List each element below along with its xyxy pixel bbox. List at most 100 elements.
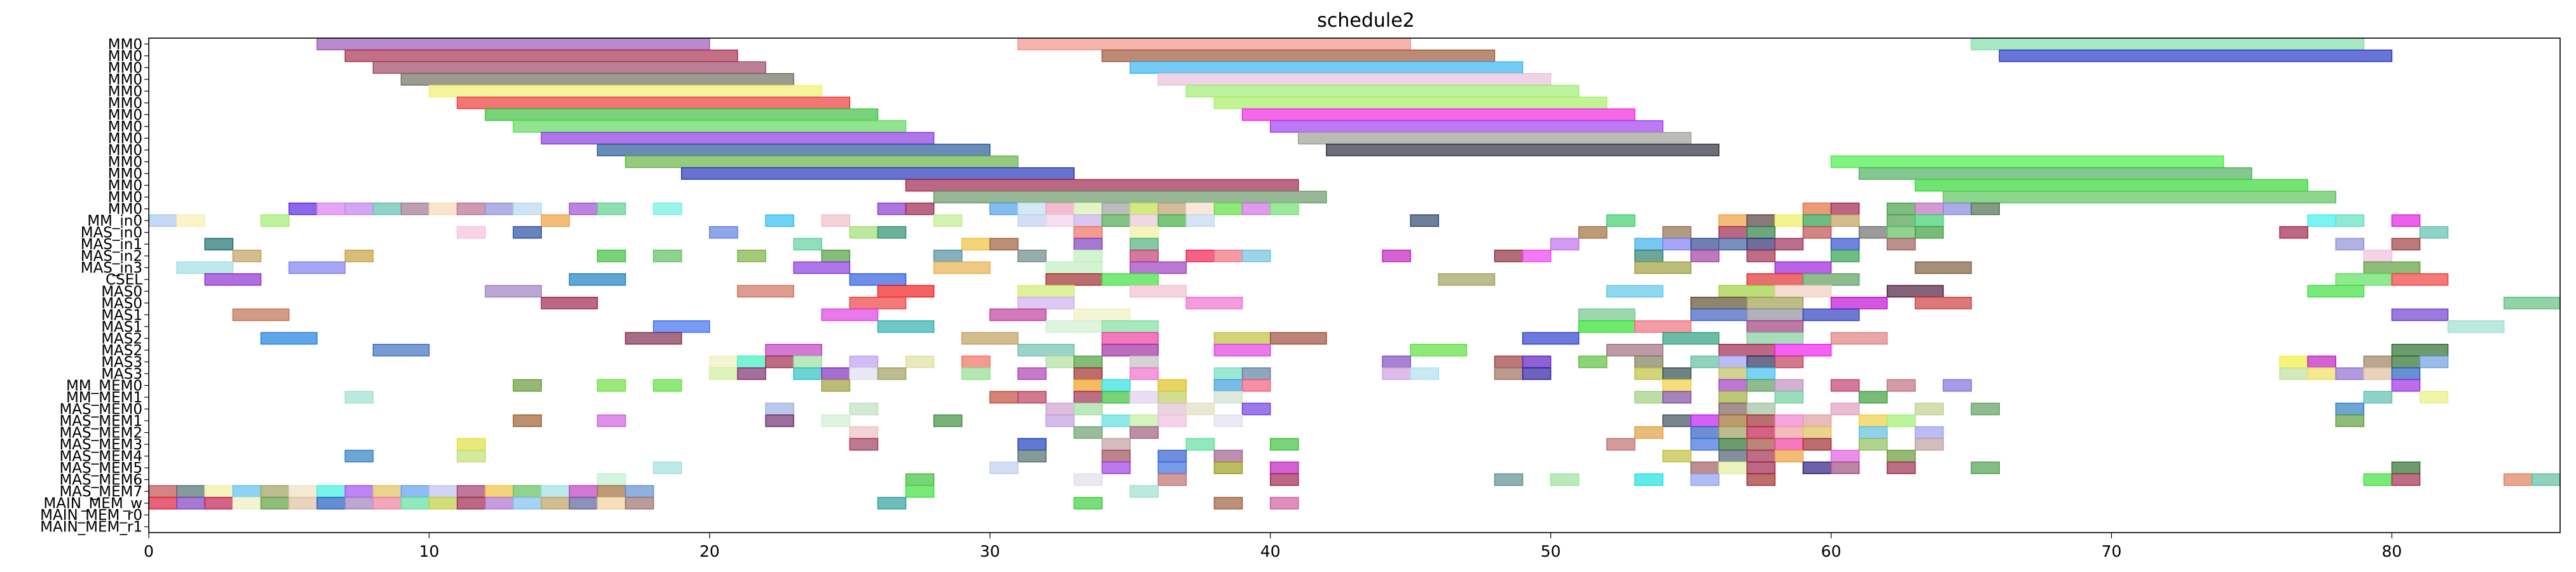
task-bar	[541, 296, 598, 310]
task-bar	[1662, 379, 1691, 392]
task-bar	[1101, 332, 1159, 345]
task-bar	[148, 496, 177, 510]
task-bar	[821, 367, 851, 380]
task-bar	[1157, 402, 1187, 416]
task-bar	[849, 273, 907, 286]
task-bar	[1971, 37, 2365, 51]
task-bar	[596, 485, 626, 498]
task-bar	[372, 344, 430, 357]
task-bar	[1017, 202, 1047, 215]
task-bar	[1802, 308, 1860, 322]
task-bar	[933, 249, 963, 262]
y-tick-label: MM0	[108, 119, 142, 135]
task-bar	[877, 367, 907, 380]
task-bar	[1634, 249, 1663, 262]
task-bar	[344, 249, 374, 262]
task-bar	[1830, 332, 1888, 345]
task-bar	[1157, 214, 1187, 227]
task-bar	[933, 214, 963, 227]
task-bar	[2335, 238, 2365, 250]
task-bar	[1634, 391, 1663, 404]
task-bar	[821, 379, 851, 392]
task-bar	[1943, 202, 1972, 215]
task-bar	[2363, 473, 2393, 486]
task-bar	[1746, 320, 1804, 333]
task-bar	[1241, 379, 1271, 392]
task-bar	[1718, 367, 1748, 380]
task-bar	[513, 485, 542, 498]
y-tick-label: MAS_MEM2	[59, 425, 142, 442]
task-bar	[2335, 273, 2393, 286]
task-bar	[2307, 355, 2337, 369]
task-bar	[1213, 344, 1271, 357]
task-bar	[513, 226, 542, 239]
task-bar	[2363, 367, 2393, 380]
task-bar	[1269, 496, 1299, 510]
y-tick-label: MAS0	[101, 296, 142, 312]
task-bar	[1830, 155, 2224, 168]
y-tick-label: MAS_MEM0	[59, 402, 142, 418]
task-bar	[1017, 37, 1411, 51]
y-tick-label: MAS_MEM3	[59, 437, 142, 453]
task-bar	[989, 461, 1019, 474]
task-bar	[933, 414, 963, 427]
task-bar	[568, 202, 598, 215]
task-bar	[1690, 461, 1719, 474]
task-bar	[1690, 238, 1719, 250]
task-bar	[1662, 391, 1691, 404]
task-bar	[316, 37, 710, 51]
task-bar	[2391, 308, 2449, 322]
task-bar	[2363, 261, 2421, 275]
task-bar	[1298, 132, 1691, 145]
task-bar	[2391, 473, 2421, 486]
task-bar	[1887, 461, 1916, 474]
task-bar	[1746, 355, 1776, 369]
task-bar	[877, 285, 935, 298]
task-bar	[457, 97, 851, 109]
task-bar	[989, 391, 1019, 404]
task-bar	[513, 379, 542, 392]
y-tick-label: MAIN_MEM_w	[43, 496, 142, 512]
y-tick-label: MM_MEM1	[66, 390, 142, 406]
task-bar	[260, 332, 318, 345]
task-bar	[1101, 414, 1131, 427]
task-bar	[1129, 414, 1159, 427]
task-bar	[1185, 249, 1215, 262]
task-bar	[1101, 320, 1159, 333]
task-bar	[541, 485, 570, 498]
task-bar	[2391, 273, 2449, 286]
task-bar	[1578, 320, 1636, 333]
task-bar	[652, 461, 682, 474]
task-bar	[1101, 391, 1131, 404]
task-bar	[905, 485, 935, 498]
task-bar	[2279, 226, 2308, 239]
task-bar	[2307, 367, 2337, 380]
task-bar	[989, 202, 1019, 215]
task-bar	[1129, 426, 1159, 439]
task-bar	[1578, 226, 1608, 239]
task-bar	[513, 496, 542, 510]
task-bar	[1213, 367, 1243, 380]
task-bar	[1045, 355, 1075, 369]
y-tick-label: MM0	[108, 72, 142, 88]
task-bar	[1830, 238, 1860, 250]
x-tick-label: 80	[2382, 542, 2402, 561]
task-bar	[1943, 379, 1972, 392]
task-bar	[1915, 261, 1972, 275]
task-bar	[709, 226, 738, 239]
task-bar	[1017, 449, 1047, 463]
task-bar	[1774, 426, 1804, 439]
task-bar	[1073, 308, 1131, 322]
task-bar	[1774, 344, 1832, 357]
task-bar	[961, 238, 991, 250]
task-bar	[1073, 379, 1103, 392]
task-bar	[457, 449, 486, 463]
task-bar	[1887, 238, 1916, 250]
task-bar	[596, 379, 626, 392]
task-bar	[1718, 426, 1748, 439]
task-bar	[1915, 402, 1944, 416]
x-tick-label: 60	[1821, 542, 1842, 561]
task-bar	[232, 249, 262, 262]
task-bar	[176, 214, 205, 227]
task-bar	[1774, 379, 1804, 392]
